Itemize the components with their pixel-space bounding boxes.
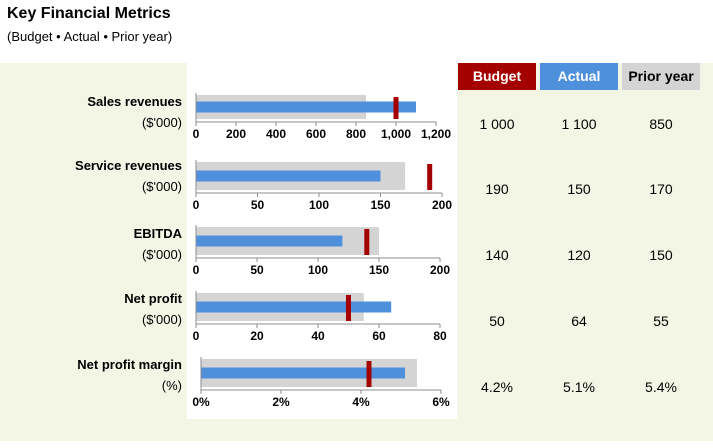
actual-bar-service-revenues bbox=[196, 170, 381, 182]
actual-bar-net-profit bbox=[196, 301, 392, 313]
tick-label-net-profit: 40 bbox=[311, 329, 325, 343]
metric-name: EBITDA bbox=[133, 226, 182, 241]
value-actual: 150 bbox=[567, 181, 591, 197]
value-prior: 150 bbox=[649, 247, 673, 263]
row-label-margin: Net profit margin (%) bbox=[77, 356, 182, 394]
metric-name: Sales revenues bbox=[87, 94, 182, 109]
chart-subtitle: (Budget • Actual • Prior year) bbox=[7, 29, 173, 44]
value-prior: 55 bbox=[653, 313, 669, 329]
tick-label-net-profit: 20 bbox=[250, 329, 264, 343]
metric-name: Net profit bbox=[124, 291, 182, 306]
tick-label-ebitda: 150 bbox=[369, 263, 389, 277]
tick-label-sales-revenues: 1,200 bbox=[421, 127, 451, 141]
tick-label-sales-revenues: 200 bbox=[226, 127, 246, 141]
metric-unit: (%) bbox=[161, 378, 182, 393]
metric-unit: ($'000) bbox=[141, 312, 182, 327]
tick-label-service-revenues: 100 bbox=[309, 198, 329, 212]
metric-unit: ($'000) bbox=[141, 247, 182, 262]
budget-marker-net-profit-margin bbox=[366, 361, 372, 387]
value-budget: 50 bbox=[489, 313, 505, 329]
tick-label-sales-revenues: 400 bbox=[266, 127, 286, 141]
tick-label-sales-revenues: 600 bbox=[306, 127, 326, 141]
tick-label-service-revenues: 0 bbox=[193, 198, 200, 212]
tick-label-net-profit-margin: 6% bbox=[432, 395, 450, 409]
tick-label-sales-revenues: 1,000 bbox=[381, 127, 411, 141]
actual-bar-ebitda bbox=[196, 235, 343, 247]
legend-prior-year: Prior year bbox=[622, 63, 700, 90]
tick-label-sales-revenues: 800 bbox=[346, 127, 366, 141]
legend-budget: Budget bbox=[458, 63, 536, 90]
budget-marker-net-profit bbox=[346, 295, 351, 321]
tick-label-service-revenues: 200 bbox=[432, 198, 452, 212]
tick-label-net-profit: 60 bbox=[372, 329, 386, 343]
tick-label-ebitda: 50 bbox=[250, 263, 264, 277]
metric-name: Net profit margin bbox=[77, 357, 182, 372]
tick-label-service-revenues: 150 bbox=[370, 198, 390, 212]
tick-label-net-profit-margin: 4% bbox=[352, 395, 370, 409]
actual-bar-sales-revenues bbox=[196, 101, 416, 113]
tick-label-service-revenues: 50 bbox=[251, 198, 265, 212]
legend-actual: Actual bbox=[540, 63, 618, 90]
chart-title: Key Financial Metrics bbox=[7, 5, 171, 22]
actual-bar-net-profit-margin bbox=[201, 367, 405, 379]
tick-label-ebitda: 200 bbox=[430, 263, 450, 277]
tick-label-ebitda: 0 bbox=[193, 263, 200, 277]
metric-unit: ($'000) bbox=[141, 115, 182, 130]
tick-label-net-profit: 80 bbox=[433, 329, 447, 343]
value-actual: 1 100 bbox=[561, 116, 597, 132]
tick-label-net-profit: 0 bbox=[193, 329, 200, 343]
value-actual: 5.1% bbox=[563, 379, 595, 395]
metric-unit: ($'000) bbox=[141, 179, 182, 194]
tick-label-net-profit-margin: 2% bbox=[272, 395, 290, 409]
value-budget: 190 bbox=[485, 181, 509, 197]
tick-label-sales-revenues: 0 bbox=[193, 127, 200, 141]
value-actual: 120 bbox=[567, 247, 591, 263]
tick-label-ebitda: 100 bbox=[308, 263, 328, 277]
value-budget: 140 bbox=[485, 247, 509, 263]
metric-name: Service revenues bbox=[75, 158, 182, 173]
row-label-sales: Sales revenues ($'000) bbox=[87, 93, 182, 131]
row-label-net-profit: Net profit ($'000) bbox=[124, 290, 182, 328]
budget-marker-ebitda bbox=[364, 229, 370, 255]
budget-marker-service-revenues bbox=[427, 164, 433, 190]
row-label-service: Service revenues ($'000) bbox=[75, 157, 182, 195]
row-label-ebitda: EBITDA ($'000) bbox=[134, 225, 182, 263]
tick-label-net-profit-margin: 0% bbox=[192, 395, 210, 409]
value-prior: 5.4% bbox=[645, 379, 677, 395]
value-prior: 170 bbox=[649, 181, 673, 197]
value-prior: 850 bbox=[649, 116, 673, 132]
budget-marker-sales-revenues bbox=[393, 97, 399, 119]
value-budget: 4.2% bbox=[481, 379, 513, 395]
value-actual: 64 bbox=[571, 313, 587, 329]
value-budget: 1 000 bbox=[479, 116, 515, 132]
